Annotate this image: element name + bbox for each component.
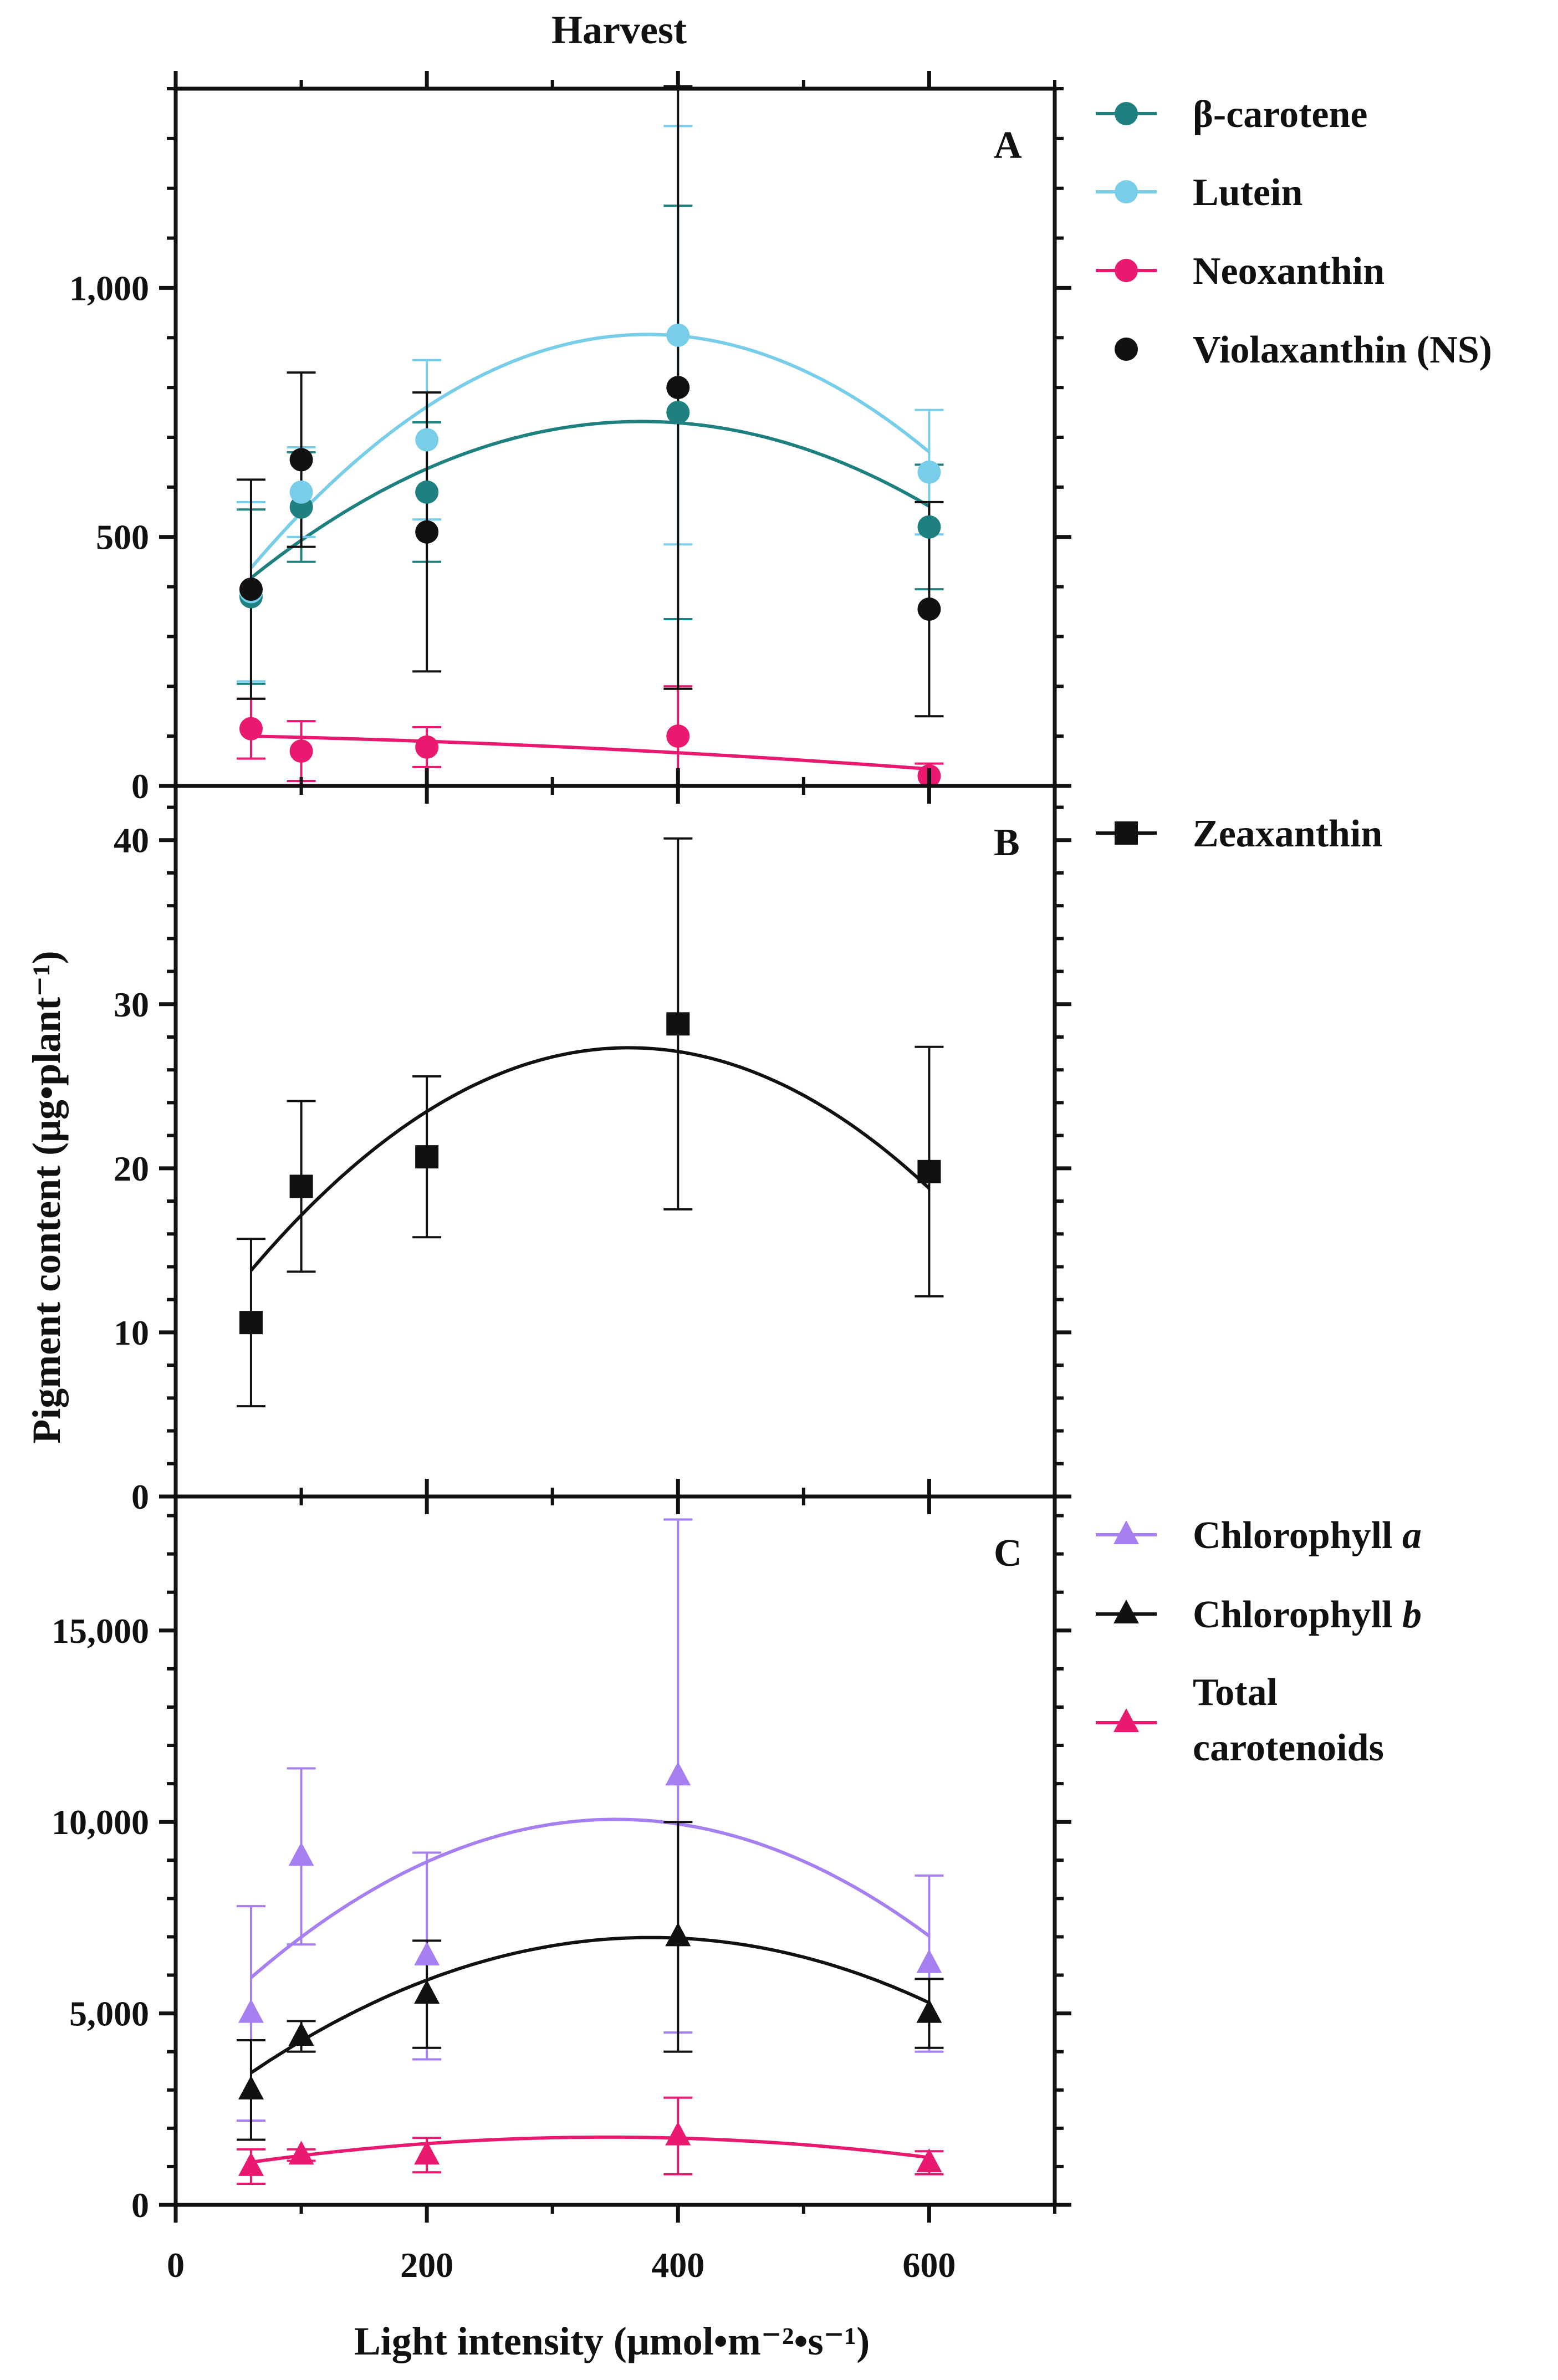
legend-marker xyxy=(1115,338,1138,361)
legend-label-tcar: Total carotenoids xyxy=(1193,1671,1384,1769)
point-violax xyxy=(239,578,263,601)
point-tcar xyxy=(665,2121,691,2146)
x-tick-label: 400 xyxy=(651,2245,704,2285)
y-axis-label: Pigment content (μg•plant⁻¹) xyxy=(24,951,69,1444)
point-violax xyxy=(289,448,313,472)
y-tick-label: 1,000 xyxy=(69,268,149,308)
fit-curve-tcar xyxy=(251,2135,929,2164)
point-chla xyxy=(288,1842,314,1866)
point-chlb xyxy=(665,1922,691,1947)
point-tcar xyxy=(414,2141,440,2165)
panel-b: 0 10 20 30 40 B xyxy=(114,768,1071,1516)
legend-label-zeax: Zeaxanthin xyxy=(1193,813,1382,855)
y-tick-label: 0 xyxy=(131,1477,149,1516)
y-tick-label: 20 xyxy=(114,1149,149,1188)
y-tick-label: 30 xyxy=(114,985,149,1024)
fit-curve-neox xyxy=(251,734,929,771)
point-beta xyxy=(917,515,941,539)
legend-label-violax: Violaxanthin (NS) xyxy=(1193,329,1492,371)
legend-label-neox: Neoxanthin xyxy=(1193,250,1385,293)
point-violax xyxy=(415,520,439,544)
panel-a: 0 500 1,000 A xyxy=(69,71,1071,806)
point-violax xyxy=(917,597,941,621)
legend-marker xyxy=(1115,259,1138,282)
x-tick-label: 0 xyxy=(167,2245,185,2285)
point-tcar xyxy=(238,2152,264,2176)
y-tick-label: 5,000 xyxy=(69,1994,149,2034)
point-chla xyxy=(665,1761,691,1786)
panel-letter: B xyxy=(994,821,1020,864)
point-lutein xyxy=(666,323,690,347)
legend-marker xyxy=(1113,1520,1139,1544)
legend-label-beta: β-carotene xyxy=(1193,93,1367,136)
legend-marker xyxy=(1115,180,1138,203)
legend-panel-b: Zeaxanthin xyxy=(1096,813,1382,855)
point-beta xyxy=(666,401,690,425)
fit-curve-chla xyxy=(249,1817,931,1979)
point-chlb xyxy=(288,2022,314,2046)
fit-curve-lutein xyxy=(249,333,931,569)
legend-label-chla: Chlorophyll a xyxy=(1193,1514,1422,1557)
fit-curve-chlb xyxy=(250,1935,930,2075)
y-tick-label: 15,000 xyxy=(52,1611,149,1651)
point-zeax xyxy=(415,1145,439,1169)
panel-frame xyxy=(173,784,1057,1499)
legend-marker xyxy=(1115,821,1138,845)
fit-curve-beta xyxy=(250,420,930,580)
x-tick-labels: 0 200 400 600 xyxy=(167,2245,956,2285)
legend-label-chlb: Chlorophyll b xyxy=(1193,1594,1422,1636)
point-lutein xyxy=(917,460,941,484)
point-chlb xyxy=(414,1980,440,2004)
point-zeax xyxy=(666,1012,690,1036)
x-tick-label: 600 xyxy=(902,2245,956,2285)
y-tick-label: 10,000 xyxy=(52,1802,149,1842)
legend-marker xyxy=(1113,1708,1139,1732)
point-zeax xyxy=(239,1311,263,1335)
y-tick-label: 40 xyxy=(114,821,149,860)
panel-letter: A xyxy=(994,124,1022,167)
point-tcar xyxy=(916,2148,942,2173)
legend-panel-c: Chlorophyll a Chlorophyll b Total carotenoi… xyxy=(1096,1514,1422,1769)
y-tick-label: 500 xyxy=(96,518,149,557)
legend-panel-a: β-carotene Lutein Neoxanthin Violaxanthin (… xyxy=(1096,93,1492,371)
point-neox xyxy=(289,739,313,763)
point-neox xyxy=(415,735,439,759)
point-chla xyxy=(238,1999,264,2023)
fit-curve-zeax xyxy=(249,1046,931,1272)
point-lutein xyxy=(415,428,439,452)
point-neox xyxy=(239,717,263,740)
point-chla xyxy=(414,1941,440,1965)
point-beta xyxy=(415,480,439,504)
point-lutein xyxy=(289,480,313,504)
point-zeax xyxy=(917,1160,941,1183)
point-chlb xyxy=(916,1999,942,2023)
x-axis-label: Light intensity (μmol•m⁻²•s⁻¹) xyxy=(354,2319,870,2363)
legend-marker xyxy=(1115,102,1138,125)
x-tick-label: 200 xyxy=(400,2245,453,2285)
point-tcar xyxy=(288,2141,314,2165)
legend-label-lutein: Lutein xyxy=(1193,171,1302,214)
panel-letter: C xyxy=(994,1532,1022,1575)
point-zeax xyxy=(289,1174,313,1198)
y-tick-label: 0 xyxy=(131,767,149,806)
point-chla xyxy=(916,1949,942,1973)
panel-frame xyxy=(173,86,1057,788)
point-chlb xyxy=(238,2075,264,2100)
point-violax xyxy=(666,376,690,400)
point-neox xyxy=(666,724,690,748)
y-tick-label: 10 xyxy=(114,1313,149,1352)
panel-c: 0 5,000 10,000 15,000 C xyxy=(52,1479,1071,2225)
figure-title: Harvest xyxy=(551,8,687,52)
panel-frame xyxy=(173,1494,1057,2207)
legend-marker xyxy=(1113,1600,1139,1623)
y-tick-label: 0 xyxy=(131,2185,149,2225)
